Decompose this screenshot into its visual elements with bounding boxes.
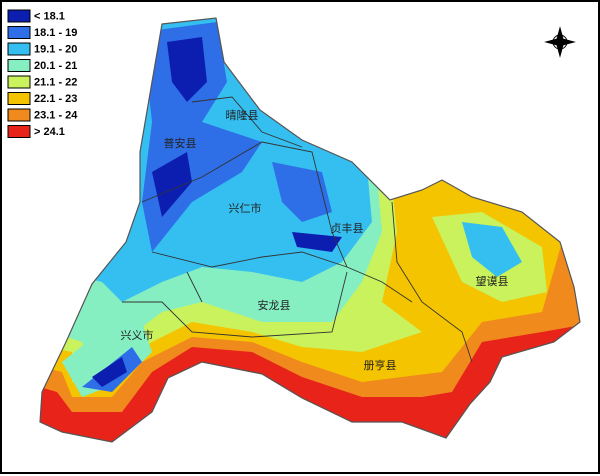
terrain-zone — [462, 222, 522, 277]
place-label: 贞丰县 — [331, 221, 364, 235]
place-label: 安龙县 — [258, 298, 291, 312]
legend-swatch — [7, 42, 31, 56]
compass — [544, 26, 576, 58]
terrain-zone — [167, 37, 207, 102]
terrain-zone — [292, 232, 342, 252]
place-label: 兴仁市 — [229, 201, 262, 215]
legend-swatch — [7, 9, 31, 23]
legend-swatch — [7, 108, 31, 122]
legend-swatch — [7, 75, 31, 89]
place-label: 普安县 — [164, 136, 197, 150]
legend-swatch — [7, 26, 31, 39]
place-label: 望谟县 — [476, 275, 509, 288]
terrain-zone — [272, 162, 332, 222]
legend-swatch — [7, 92, 31, 105]
terrain-zone — [62, 322, 152, 397]
terrain-zone — [92, 357, 127, 387]
legend-swatch — [7, 125, 31, 138]
terrain-zone — [152, 152, 192, 217]
place-label: 晴隆县 — [226, 108, 259, 122]
legend-swatch — [7, 59, 31, 72]
legend-label: 18.1 - 19 — [34, 27, 77, 39]
legend-label: < 18.1 — [34, 10, 65, 22]
legend-label: 23.1 - 24 — [34, 109, 78, 121]
legend-label: 19.1 - 20 — [34, 43, 77, 55]
legend: < 18.1 18.1 - 19 19.1 - 20 20.1 - 21 21.1 - … — [7, 9, 78, 138]
legend-label: 21.1 - 22 — [34, 76, 77, 88]
place-label: 册亨县 — [364, 358, 397, 372]
legend-label: 20.1 - 21 — [34, 60, 77, 72]
county-borders — [122, 96, 473, 363]
legend-label: 22.1 - 23 — [34, 93, 77, 105]
place-label: 兴义市 — [121, 328, 154, 342]
legend-label: > 24.1 — [34, 126, 65, 138]
